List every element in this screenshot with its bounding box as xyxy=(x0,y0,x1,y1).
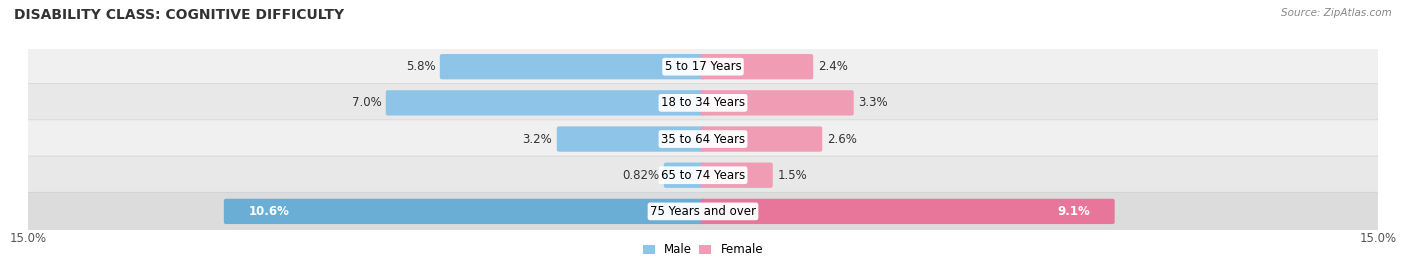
Text: 35 to 64 Years: 35 to 64 Years xyxy=(661,133,745,146)
FancyBboxPatch shape xyxy=(700,90,853,116)
Text: Source: ZipAtlas.com: Source: ZipAtlas.com xyxy=(1281,8,1392,18)
FancyBboxPatch shape xyxy=(664,163,706,188)
Text: 3.2%: 3.2% xyxy=(523,133,553,146)
Text: 3.3%: 3.3% xyxy=(858,96,887,109)
Text: 5 to 17 Years: 5 to 17 Years xyxy=(665,60,741,73)
Text: 65 to 74 Years: 65 to 74 Years xyxy=(661,169,745,182)
Text: DISABILITY CLASS: COGNITIVE DIFFICULTY: DISABILITY CLASS: COGNITIVE DIFFICULTY xyxy=(14,8,344,22)
Text: 7.0%: 7.0% xyxy=(352,96,381,109)
FancyBboxPatch shape xyxy=(25,192,1381,231)
Text: 0.82%: 0.82% xyxy=(623,169,659,182)
FancyBboxPatch shape xyxy=(700,54,813,79)
Text: 75 Years and over: 75 Years and over xyxy=(650,205,756,218)
FancyBboxPatch shape xyxy=(25,48,1381,86)
FancyBboxPatch shape xyxy=(700,199,1115,224)
FancyBboxPatch shape xyxy=(224,199,706,224)
Text: 10.6%: 10.6% xyxy=(249,205,290,218)
FancyBboxPatch shape xyxy=(440,54,706,79)
FancyBboxPatch shape xyxy=(25,120,1381,158)
Legend: Male, Female: Male, Female xyxy=(643,243,763,256)
Text: 1.5%: 1.5% xyxy=(778,169,807,182)
Text: 5.8%: 5.8% xyxy=(406,60,436,73)
FancyBboxPatch shape xyxy=(25,156,1381,194)
Text: 9.1%: 9.1% xyxy=(1057,205,1090,218)
FancyBboxPatch shape xyxy=(700,126,823,152)
Text: 18 to 34 Years: 18 to 34 Years xyxy=(661,96,745,109)
FancyBboxPatch shape xyxy=(25,84,1381,122)
Text: 2.4%: 2.4% xyxy=(818,60,848,73)
Text: 2.6%: 2.6% xyxy=(827,133,856,146)
FancyBboxPatch shape xyxy=(700,163,773,188)
FancyBboxPatch shape xyxy=(557,126,706,152)
FancyBboxPatch shape xyxy=(385,90,706,116)
